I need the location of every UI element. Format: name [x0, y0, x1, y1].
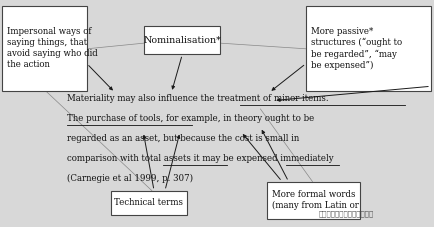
- Text: Materiality may also influence the treatment of minor items.: Materiality may also influence the treat…: [67, 94, 329, 103]
- FancyBboxPatch shape: [306, 6, 431, 91]
- FancyBboxPatch shape: [144, 26, 220, 54]
- FancyBboxPatch shape: [267, 182, 360, 219]
- Text: comparison with total assets it may be expensed immediately: comparison with total assets it may be e…: [67, 154, 334, 163]
- Text: 北京考前程教育咋询有限公司: 北京考前程教育咋询有限公司: [319, 210, 374, 217]
- Text: Impersonal ways of
saying things, that
avoid saying who did
the action: Impersonal ways of saying things, that a…: [7, 27, 98, 69]
- Text: regarded as an asset, but because the cost is small in: regarded as an asset, but because the co…: [67, 134, 299, 143]
- Text: The purchase of tools, for example, in theory ought to be: The purchase of tools, for example, in t…: [67, 114, 315, 123]
- Text: Technical terms: Technical terms: [114, 198, 183, 207]
- Text: (Carnegie et al 1999, p. 307): (Carnegie et al 1999, p. 307): [67, 174, 194, 183]
- FancyBboxPatch shape: [2, 6, 87, 91]
- Text: Nominalisation*: Nominalisation*: [143, 36, 221, 45]
- Text: More formal words
(many from Latin or: More formal words (many from Latin or: [272, 190, 359, 210]
- Text: More passive*
structures (“ought to
be regarded”, “may
be expensed”): More passive* structures (“ought to be r…: [311, 27, 402, 70]
- FancyBboxPatch shape: [111, 191, 187, 215]
